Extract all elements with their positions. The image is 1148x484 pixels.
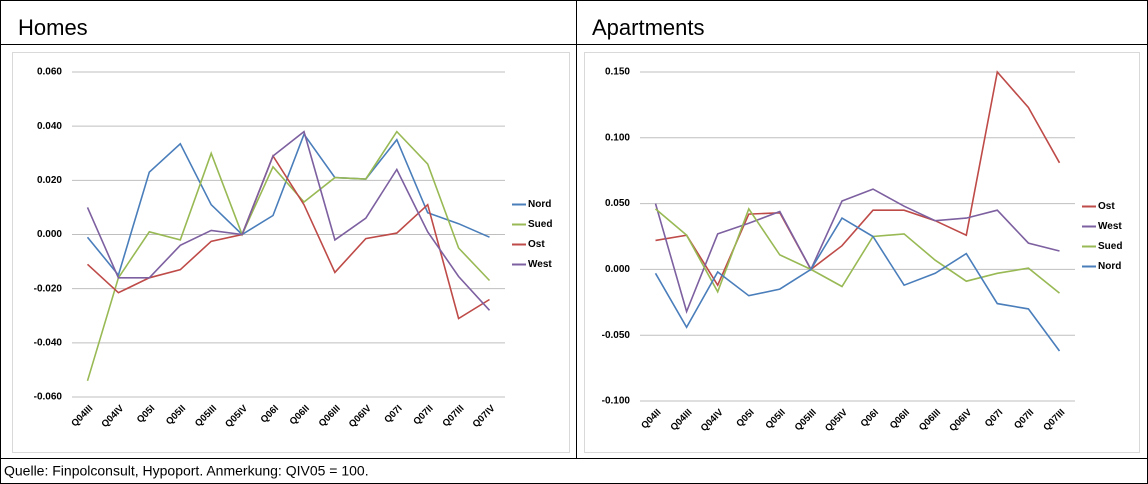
x-tick-label: Q06I <box>259 403 281 425</box>
x-tick-label: Q06II <box>288 403 312 427</box>
series-line <box>86 130 491 311</box>
chart-frame <box>12 52 570 453</box>
x-tick-label: Q04III <box>668 407 694 433</box>
y-tick-label: 0.020 <box>37 175 62 186</box>
x-tick-label: Q05II <box>164 403 188 427</box>
series-line <box>654 207 1061 294</box>
series-line <box>654 188 1060 314</box>
x-tick-label: Q05II <box>764 407 788 431</box>
x-tick-label: Q07I <box>382 403 404 425</box>
legend-label: Ost <box>1098 201 1115 212</box>
x-tick-label: Q07III <box>440 403 466 429</box>
y-tick-label: -0.060 <box>34 392 63 403</box>
y-tick-label: 0.150 <box>605 67 630 78</box>
x-tick-label: Q07I <box>983 407 1005 429</box>
legend-label: Sued <box>528 219 552 230</box>
legend-label: West <box>1098 221 1122 232</box>
y-tick-label: 0.040 <box>37 121 62 132</box>
y-tick-label: -0.020 <box>34 283 63 294</box>
chart-title: Apartments <box>592 15 705 40</box>
x-tick-label: Q06I <box>859 407 881 429</box>
y-tick-label: 0.050 <box>605 198 630 209</box>
x-tick-label: Q06IV <box>347 403 374 430</box>
chart-frame <box>584 52 1140 453</box>
series-line <box>86 130 491 382</box>
y-tick-label: 0.000 <box>37 229 62 240</box>
series-line <box>86 132 490 277</box>
legend-label: Nord <box>1098 261 1121 272</box>
legend-label: West <box>528 259 552 270</box>
series-line <box>655 70 1061 287</box>
x-tick-label: Q04IV <box>699 407 726 434</box>
x-tick-label: Q06II <box>888 407 912 431</box>
y-tick-label: 0.000 <box>605 264 630 275</box>
x-tick-label: Q07II <box>1012 407 1036 431</box>
legend-label: Ost <box>528 239 545 250</box>
x-tick-label: Q07II <box>411 403 435 427</box>
series-line <box>86 154 490 320</box>
y-tick-label: -0.040 <box>34 337 63 348</box>
y-tick-label: -0.100 <box>602 396 631 407</box>
x-tick-label: Q05IV <box>223 403 250 430</box>
y-tick-label: -0.050 <box>602 330 631 341</box>
x-tick-label: Q04III <box>69 403 95 429</box>
x-tick-label: Q04II <box>639 407 663 431</box>
series-line <box>654 217 1061 352</box>
x-tick-label: Q06III <box>317 403 343 429</box>
x-tick-label: Q07III <box>1041 407 1067 433</box>
x-tick-label: Q04IV <box>99 403 126 430</box>
legend-label: Nord <box>528 199 551 210</box>
x-tick-label: Q05I <box>734 407 756 429</box>
x-tick-label: Q06IV <box>947 407 974 434</box>
caption: Quelle: Finpolconsult, Hypoport. Anmerku… <box>4 463 369 479</box>
legend-label: Sued <box>1098 241 1122 252</box>
x-tick-label: Q05I <box>135 403 157 425</box>
chart-title: Homes <box>18 15 88 40</box>
x-tick-label: Q07IV <box>471 403 498 430</box>
y-tick-label: 0.060 <box>37 67 62 78</box>
x-tick-label: Q06III <box>917 407 943 433</box>
y-tick-label: 0.100 <box>605 132 630 143</box>
x-tick-label: Q05III <box>193 403 219 429</box>
x-tick-label: Q05IV <box>823 407 850 434</box>
x-tick-label: Q05III <box>793 407 819 433</box>
